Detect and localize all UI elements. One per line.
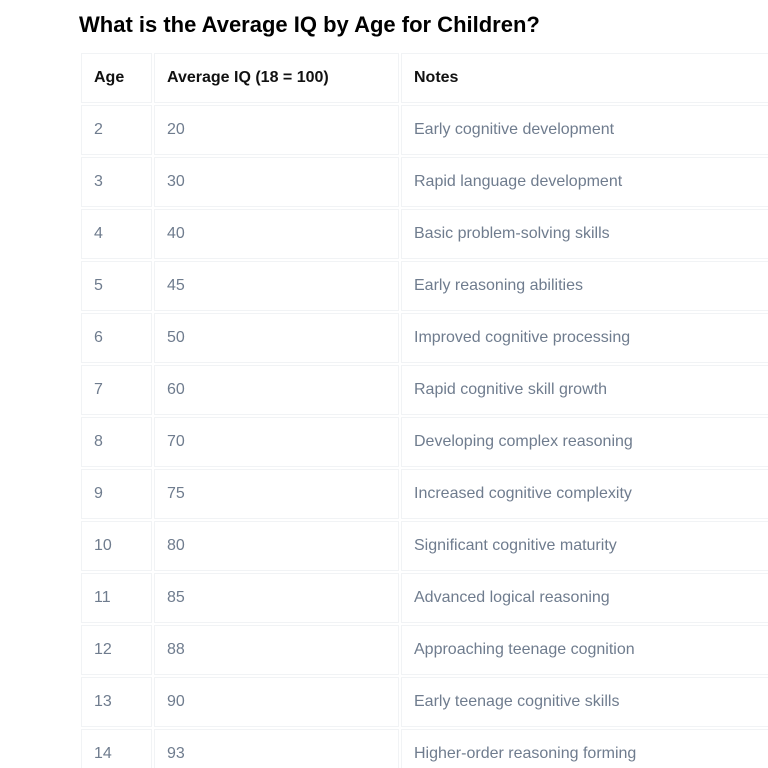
page-title: What is the Average IQ by Age for Childr… xyxy=(79,12,540,37)
age-cell: 8 xyxy=(81,417,152,467)
table-row: 11 85 Advanced logical reasoning xyxy=(81,573,768,623)
header-row: Age Average IQ (18 = 100) Notes xyxy=(81,53,768,103)
table-row: 12 88 Approaching teenage cognition xyxy=(81,625,768,675)
table-row: 9 75 Increased cognitive complexity xyxy=(81,469,768,519)
table-row: 8 70 Developing complex reasoning xyxy=(81,417,768,467)
age-cell: 14 xyxy=(81,729,152,768)
age-cell: 2 xyxy=(81,105,152,155)
age-cell: 12 xyxy=(81,625,152,675)
iq-cell: 30 xyxy=(154,157,399,207)
notes-cell: Approaching teenage cognition xyxy=(401,625,768,675)
notes-cell: Rapid language development xyxy=(401,157,768,207)
notes-cell: Developing complex reasoning xyxy=(401,417,768,467)
age-cell: 10 xyxy=(81,521,152,571)
notes-cell: Early reasoning abilities xyxy=(401,261,768,311)
table-row: 10 80 Significant cognitive maturity xyxy=(81,521,768,571)
table-row: 6 50 Improved cognitive processing xyxy=(81,313,768,363)
iq-cell: 88 xyxy=(154,625,399,675)
table-row: 3 30 Rapid language development xyxy=(81,157,768,207)
iq-cell: 45 xyxy=(154,261,399,311)
notes-cell: Early teenage cognitive skills xyxy=(401,677,768,727)
table-row: 2 20 Early cognitive development xyxy=(81,105,768,155)
table-header: Age Average IQ (18 = 100) Notes xyxy=(81,53,768,103)
notes-cell: Increased cognitive complexity xyxy=(401,469,768,519)
table-row: 14 93 Higher-order reasoning forming xyxy=(81,729,768,768)
iq-cell: 80 xyxy=(154,521,399,571)
table-body: 2 20 Early cognitive development 3 30 Ra… xyxy=(81,105,768,768)
table-row: 7 60 Rapid cognitive skill growth xyxy=(81,365,768,415)
table-row: 5 45 Early reasoning abilities xyxy=(81,261,768,311)
notes-cell: Advanced logical reasoning xyxy=(401,573,768,623)
notes-cell: Early cognitive development xyxy=(401,105,768,155)
age-cell: 11 xyxy=(81,573,152,623)
iq-cell: 50 xyxy=(154,313,399,363)
age-cell: 6 xyxy=(81,313,152,363)
table-row: 13 90 Early teenage cognitive skills xyxy=(81,677,768,727)
iq-cell: 40 xyxy=(154,209,399,259)
notes-cell: Higher-order reasoning forming xyxy=(401,729,768,768)
iq-by-age-table: Age Average IQ (18 = 100) Notes 2 20 Ear… xyxy=(79,51,768,768)
iq-cell: 20 xyxy=(154,105,399,155)
iq-cell: 75 xyxy=(154,469,399,519)
iq-cell: 60 xyxy=(154,365,399,415)
age-cell: 3 xyxy=(81,157,152,207)
notes-cell: Significant cognitive maturity xyxy=(401,521,768,571)
notes-cell: Rapid cognitive skill growth xyxy=(401,365,768,415)
header-notes: Notes xyxy=(401,53,768,103)
iq-cell: 90 xyxy=(154,677,399,727)
table-row: 4 40 Basic problem-solving skills xyxy=(81,209,768,259)
notes-cell: Basic problem-solving skills xyxy=(401,209,768,259)
age-cell: 7 xyxy=(81,365,152,415)
age-cell: 13 xyxy=(81,677,152,727)
iq-cell: 70 xyxy=(154,417,399,467)
age-cell: 4 xyxy=(81,209,152,259)
iq-cell: 85 xyxy=(154,573,399,623)
header-average-iq: Average IQ (18 = 100) xyxy=(154,53,399,103)
age-cell: 5 xyxy=(81,261,152,311)
iq-cell: 93 xyxy=(154,729,399,768)
header-age: Age xyxy=(81,53,152,103)
age-cell: 9 xyxy=(81,469,152,519)
notes-cell: Improved cognitive processing xyxy=(401,313,768,363)
